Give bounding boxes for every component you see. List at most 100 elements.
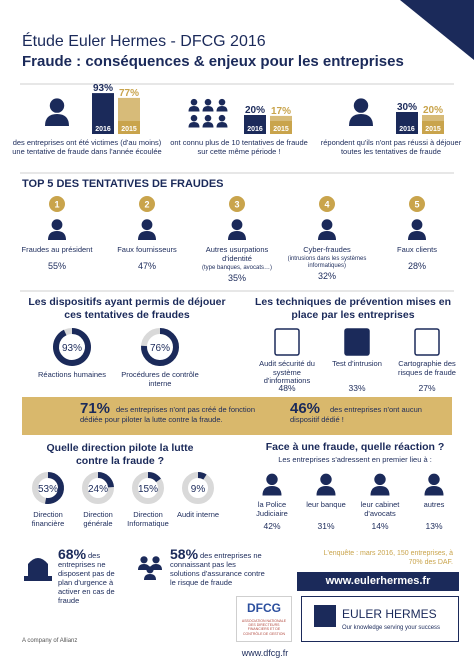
year-label: 2016	[399, 126, 415, 133]
value-label: 20%	[423, 105, 443, 116]
value-label: 93%	[93, 83, 113, 94]
icon-head	[190, 98, 198, 106]
dfcg-name: DFCG	[247, 601, 281, 615]
icon-head	[411, 219, 423, 231]
divider	[20, 172, 454, 174]
fact-text: des entreprises ne connaissant pas les s…	[170, 551, 265, 587]
banner-pct: 71%	[80, 400, 111, 417]
stat-bars: 2016 30% 2015 20%	[396, 102, 444, 134]
stat-bars: 2016 20% 2015 17%	[244, 105, 292, 134]
donut-arc	[53, 328, 91, 366]
donut-arc	[97, 472, 114, 488]
top-pct: 47%	[137, 261, 156, 271]
banner-pct: 46%	[290, 400, 321, 417]
icon-body	[144, 574, 156, 580]
icon-head	[140, 556, 148, 564]
dfcg-url: www.dfcg.fr	[241, 648, 289, 658]
year-label: 2015	[273, 126, 289, 133]
year-box	[118, 121, 140, 134]
fact-pct: 68%	[58, 546, 87, 562]
icon-siren	[28, 558, 48, 576]
reaction-label: leur cabinet d'avocats	[360, 500, 400, 518]
donut: 93%	[53, 328, 91, 366]
reaction-label: leur banque	[306, 500, 346, 509]
stat-icon	[45, 98, 69, 126]
banner-text: des entreprises n'ont aucun dispositif d…	[290, 405, 422, 425]
technique-pct: 48%	[278, 383, 296, 393]
top-label: Cyber-fraudes	[303, 245, 351, 254]
icon-body	[216, 122, 228, 128]
top-pct: 55%	[47, 261, 66, 271]
icon-head	[231, 219, 243, 231]
section-subtitle: Les entreprises s'adressent en premier l…	[278, 455, 432, 464]
rank-circle	[409, 196, 425, 212]
technique-label: Cartographie des risques de fraude	[398, 359, 456, 377]
stat-bars: 2016 93% 2015 77%	[92, 83, 140, 134]
rank-circle	[139, 196, 155, 212]
donut: 76%	[141, 328, 179, 366]
icon-body	[408, 231, 426, 240]
value-label: 77%	[119, 88, 139, 99]
icon-head	[320, 473, 332, 486]
icon-head	[218, 98, 226, 106]
technique-pct: 27%	[418, 383, 436, 393]
section-title: Les dispositifs ayant permis de déjouer …	[28, 296, 226, 321]
value-label: 20%	[245, 105, 265, 116]
top-icon: 3	[228, 196, 246, 240]
icon-body	[349, 114, 373, 126]
donut-text: Réactions humaines	[38, 370, 106, 379]
icon-body	[48, 231, 66, 240]
donut-text: Direction Informatique	[127, 510, 169, 528]
donut-text: Procédures de contrôle interne	[121, 370, 199, 388]
dfcg-sub: ASSOCIATION NATIONALE DES DIRECTEURS FIN…	[241, 619, 287, 636]
rank: 2	[144, 200, 149, 210]
eh-name: EULER HERMES	[342, 607, 437, 621]
section-title: Quelle direction pilote la lutte contre …	[46, 442, 194, 467]
technique-pct: 33%	[348, 383, 366, 393]
top-label: Autres usurpations d'identité	[205, 245, 269, 263]
rank: 4	[324, 200, 329, 210]
reaction-pct: 14%	[371, 521, 389, 531]
fact-icon	[138, 556, 162, 580]
survey: L'enquête : mars 2016, 150 entreprises, …	[323, 550, 453, 567]
bar	[422, 115, 444, 121]
top-icon: 1	[48, 196, 66, 240]
rank-circle	[229, 196, 245, 212]
value-label: 30%	[397, 102, 417, 113]
url-bar: www.eulerhermes.fr	[297, 572, 459, 591]
donut-label: 24%	[88, 484, 108, 495]
rank: 5	[414, 200, 419, 210]
donut-arc	[141, 328, 179, 366]
icon-head	[204, 114, 212, 122]
icon-base	[24, 576, 52, 581]
icon-head	[428, 473, 440, 486]
technique-icon	[414, 328, 440, 356]
year-label: 2016	[247, 126, 263, 133]
fact-text: des entreprises ne disposent pas de plan…	[58, 551, 115, 605]
reaction-label: autres	[423, 500, 445, 509]
stat-text: des entreprises ont été victimes (d'au m…	[12, 138, 162, 156]
allianz: A company of Allianz	[22, 638, 78, 644]
icon-body	[202, 106, 214, 112]
divider	[20, 290, 454, 292]
top-pct: 28%	[407, 261, 426, 271]
reaction-icon	[316, 473, 336, 496]
subtitle: Fraude : conséquences & enjeux pour les …	[22, 53, 404, 70]
icon-body	[262, 486, 282, 496]
icon-head	[204, 98, 212, 106]
section-title: TOP 5 DES TENTATIVES DE FRAUDES	[22, 178, 224, 190]
year-label: 2015	[425, 126, 441, 133]
stat-text: répondent qu'ils n'ont pas réussi à déjo…	[320, 138, 462, 156]
donut-arc	[45, 472, 64, 504]
top-label: Faux clients	[396, 245, 438, 254]
technique-label: Audit sécurité du système d'informations	[259, 359, 315, 386]
icon-head	[321, 219, 333, 231]
top-pct: 35%	[227, 273, 246, 283]
icon-head	[49, 98, 65, 113]
header-decoration	[20, 0, 474, 85]
stat-icon	[349, 98, 373, 126]
icon-doc	[414, 328, 440, 356]
icon-head	[146, 566, 154, 574]
top-icon: 2	[138, 196, 156, 240]
